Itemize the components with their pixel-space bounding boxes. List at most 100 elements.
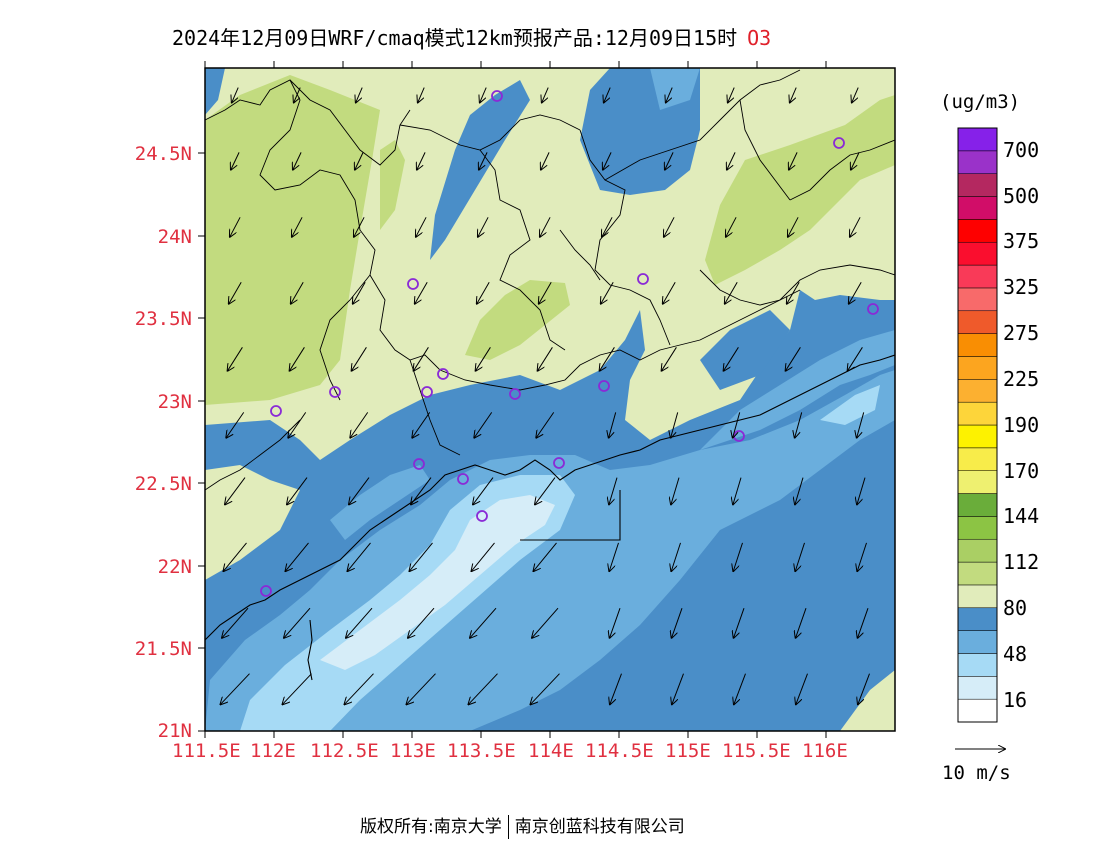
colorbar-label: 144 bbox=[1003, 504, 1040, 528]
wind-arrow bbox=[851, 152, 860, 169]
wind-arrow bbox=[541, 152, 550, 169]
wind-arrow bbox=[534, 542, 557, 571]
wind-arrow bbox=[789, 152, 798, 169]
wind-arrow bbox=[228, 347, 243, 370]
wind-arrow bbox=[292, 217, 303, 236]
wind-arrow bbox=[293, 152, 302, 169]
wind-arrow bbox=[786, 347, 801, 370]
colorbar-swatch bbox=[957, 173, 998, 197]
colorbar-swatch bbox=[957, 356, 998, 380]
station-marker bbox=[413, 458, 425, 470]
colorbar-swatch bbox=[957, 310, 998, 334]
colorbar-swatch bbox=[957, 333, 998, 357]
wind-arrow bbox=[286, 542, 309, 571]
wind-arrow bbox=[726, 217, 737, 236]
colorbar-swatch bbox=[957, 379, 998, 403]
wind-arrow bbox=[294, 87, 301, 103]
colorbar-swatch bbox=[957, 470, 998, 494]
wind-arrow bbox=[350, 412, 369, 437]
wind-arrow bbox=[603, 152, 612, 169]
wind-arrow bbox=[479, 152, 488, 169]
wind-arrow bbox=[469, 673, 498, 705]
footer-copyright: 版权所有:南京大学 bbox=[360, 817, 502, 837]
wind-arrow bbox=[852, 87, 859, 103]
wind-arrow bbox=[601, 282, 614, 303]
station-marker bbox=[553, 457, 565, 469]
lat-label: 22.5N bbox=[134, 473, 192, 495]
lon-label: 113.5E bbox=[447, 740, 516, 762]
field-blue-pale bbox=[320, 495, 555, 670]
wind-arrow bbox=[354, 217, 365, 236]
station-marker bbox=[260, 585, 272, 597]
colorbar-swatch bbox=[957, 196, 998, 220]
colorbar-label: 80 bbox=[1003, 596, 1028, 620]
colorbar-frame bbox=[957, 127, 998, 723]
colorbar-label: 48 bbox=[1003, 642, 1028, 666]
wind-arrow bbox=[609, 412, 617, 437]
reference-vector-label: 10 m/s bbox=[942, 762, 1011, 784]
wind-arrow bbox=[221, 673, 250, 705]
wind-arrow bbox=[410, 542, 433, 571]
wind-arrow bbox=[290, 347, 305, 370]
wind-arrow bbox=[539, 282, 552, 303]
wind-arrow bbox=[418, 87, 425, 103]
colorbar-swatch bbox=[957, 630, 998, 654]
colorbar-label: 112 bbox=[1003, 550, 1040, 574]
wind-arrow bbox=[416, 217, 427, 236]
wind-arrow bbox=[609, 477, 618, 505]
colorbar-swatch bbox=[957, 219, 998, 243]
wind-arrow bbox=[472, 542, 495, 571]
colorbar-swatch bbox=[957, 424, 998, 449]
lon-label: 113E bbox=[390, 740, 436, 762]
wind-arrow bbox=[787, 282, 800, 303]
wind-arrow bbox=[849, 282, 862, 303]
colorbar-swatch bbox=[957, 607, 998, 631]
wind-arrow bbox=[602, 217, 613, 236]
wind-arrow bbox=[796, 608, 807, 638]
colorbar-swatch bbox=[957, 447, 998, 471]
colorbar bbox=[957, 127, 998, 723]
wind-arrow bbox=[231, 152, 240, 169]
colorbar-label: 700 bbox=[1003, 138, 1040, 162]
lon-label: 111.5E bbox=[172, 740, 241, 762]
wind-arrow bbox=[733, 542, 743, 571]
wind-arrow bbox=[473, 477, 494, 505]
colorbar-swatch bbox=[957, 698, 998, 723]
field-blue-mid3 bbox=[330, 465, 430, 540]
wind-vectors bbox=[221, 87, 870, 705]
field-light-se bbox=[840, 670, 895, 731]
field-green-ne bbox=[705, 95, 895, 285]
colorbar-label: 16 bbox=[1003, 688, 1028, 712]
wind-arrow bbox=[288, 412, 307, 437]
wind-arrow bbox=[663, 282, 676, 303]
wind-arrow bbox=[345, 673, 374, 705]
wind-arrow bbox=[672, 673, 684, 705]
colorbar-swatch bbox=[957, 584, 998, 609]
wind-arrow bbox=[229, 282, 242, 303]
wind-arrow bbox=[412, 412, 431, 437]
wind-arrow bbox=[857, 477, 866, 505]
wind-arrow bbox=[414, 347, 429, 370]
lat-label: 24N bbox=[157, 226, 192, 248]
wind-arrow bbox=[222, 607, 249, 638]
lon-label: 114.5E bbox=[585, 740, 654, 762]
wind-arrow bbox=[858, 673, 870, 705]
field-light-sw bbox=[205, 465, 300, 580]
station-marker bbox=[598, 380, 610, 392]
wind-arrow bbox=[724, 347, 739, 370]
wind-arrow bbox=[662, 347, 677, 370]
station-marker bbox=[329, 386, 341, 398]
footer-org: 南京创蓝科技有限公司 bbox=[514, 817, 685, 837]
chart-title: 2024年12月09日WRF/cmaq模式12km预报产品:12月09日15时 O… bbox=[172, 22, 771, 51]
wind-arrow bbox=[725, 282, 738, 303]
wind-arrow bbox=[610, 673, 622, 705]
wind-arrow bbox=[857, 542, 867, 571]
wind-arrow bbox=[795, 477, 804, 505]
wind-arrow bbox=[858, 608, 869, 638]
station-marker bbox=[476, 510, 488, 522]
wind-arrow bbox=[795, 542, 805, 571]
wind-arrow bbox=[540, 217, 551, 236]
station-marker bbox=[833, 137, 845, 149]
colorbar-swatch bbox=[957, 653, 998, 677]
field-blue-mid2 bbox=[700, 330, 895, 450]
